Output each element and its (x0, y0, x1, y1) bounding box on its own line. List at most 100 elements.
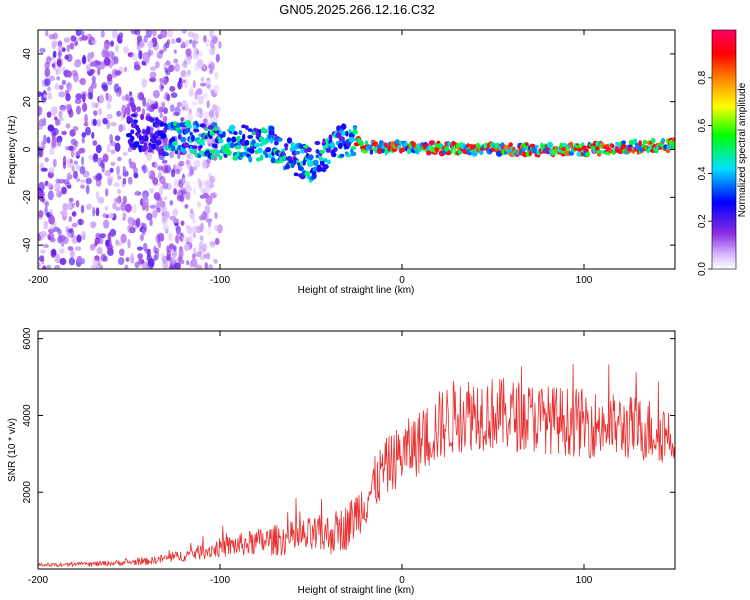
colorbar-tick-label: 0.2 (697, 214, 708, 228)
spectrogram-noise-blob (106, 102, 112, 110)
spectrogram-noise-blob (209, 30, 214, 39)
spectrogram-noise-blob (44, 157, 49, 163)
spectrogram-noise-blob (54, 265, 61, 269)
spectrogram-noise-blob (195, 111, 200, 117)
spectrogram-noise-blob (181, 41, 186, 48)
spectrogram-noise-blob (73, 61, 81, 68)
colorbar-gradient (712, 30, 736, 269)
spectrogram-noise-blob (136, 106, 141, 112)
spectrogram-ridge-blob (286, 137, 293, 144)
spectrogram-noise-blob (157, 165, 164, 171)
spectrogram-noise-blob (70, 148, 75, 158)
spectrogram-ridge-blob (350, 151, 357, 157)
spectrogram-noise-blob (113, 56, 119, 65)
spectrogram-noise-blob (45, 56, 52, 65)
spectrogram-noise-blob (65, 225, 69, 233)
spectrogram-noise-blob (81, 156, 85, 166)
spectrogram-ridge-blob (159, 122, 164, 127)
spectrogram-noise-blob (100, 30, 105, 38)
spectrogram-ridge-blob (172, 141, 178, 146)
spectrogram-noise-blob (127, 216, 134, 225)
spectrogram-noise-blob (85, 184, 90, 195)
spectrogram-noise-blob (82, 170, 90, 178)
spectrogram-noise-blob (69, 158, 73, 164)
snr-ylabel: SNR (10 * v/v) (7, 418, 18, 482)
spectrogram-noise-blob (121, 95, 126, 101)
spectrogram-noise-blob (68, 216, 73, 222)
spectrogram-ridge-blob (238, 130, 243, 136)
spectrogram-noise-blob (195, 264, 203, 269)
spectrogram-noise-blob (161, 211, 165, 217)
spectrogram-noise-blob (151, 103, 158, 110)
spectrogram-noise-blob (81, 230, 87, 240)
spectrogram-noise-blob (136, 35, 143, 43)
spectrogram-noise-blob (117, 36, 123, 44)
spectrogram-noise-blob (51, 249, 57, 256)
spectrogram-ridge-blob (213, 143, 218, 149)
colorbar-label: Normalized spectral amplitude (737, 82, 748, 217)
spectrogram-noise-blob (91, 132, 95, 139)
spectrogram-noise-blob (129, 97, 135, 106)
spectrogram-noise-blob (132, 203, 137, 214)
spectrogram-noise-blob (127, 146, 132, 153)
spectrogram-noise-blob (56, 57, 63, 68)
spectrogram-noise-blob (76, 234, 82, 243)
spectrogram-noise-blob (48, 33, 55, 40)
spectrogram-noise-blob (107, 175, 114, 184)
spectrogram-ridge-blob (340, 123, 347, 130)
spectrogram-ridge-blob (444, 146, 450, 153)
spectrogram-ridge-blob (259, 154, 264, 161)
spectrogram-noise-blob (73, 160, 78, 166)
spectrogram-noise-blob (198, 179, 202, 190)
spectrogram-ridge-blob (308, 160, 314, 167)
spectrogram-noise-blob (103, 57, 111, 66)
spectrogram-noise-blob (205, 218, 213, 223)
spectrogram-noise-blob (57, 44, 64, 52)
spectrogram-ridge-blob (174, 150, 179, 155)
spectrogram-noise-blob (90, 81, 97, 89)
spectrogram-noise-blob (96, 246, 103, 255)
spectrogram-noise-blob (46, 264, 52, 269)
spectrogram-noise-blob (169, 85, 176, 92)
spectrogram-noise-blob (54, 116, 58, 121)
spectrogram-noise-blob (155, 234, 161, 244)
spectrogram-noise-blob (112, 202, 117, 210)
spectrogram-noise-blob (136, 92, 143, 101)
spectrogram-noise-blob (212, 37, 218, 45)
spectrogram-ridge-blob (560, 152, 566, 157)
spectrogram-ridge-blob (315, 154, 320, 159)
spectrogram-noise-blob (173, 178, 180, 188)
spectrogram-noise-blob (152, 177, 159, 185)
spectrogram-noise-blob (109, 133, 113, 144)
spectrogram-noise-blob (196, 201, 202, 208)
spectrogram-noise-blob (168, 243, 175, 250)
spectrogram-ridge-blob (151, 143, 156, 150)
spectrogram-ridge-blob (270, 157, 276, 164)
spectrogram-noise-blob (201, 211, 208, 221)
spectrogram-noise-blob (180, 187, 188, 195)
spectrogram-noise-blob (68, 145, 74, 151)
spectrogram-noise-blob (188, 235, 193, 245)
spectrogram-noise-blob (205, 38, 210, 47)
spectrogram-noise-blob (91, 101, 96, 109)
spectrogram-noise-blob (66, 158, 74, 168)
spectrogram-ridge-blob (298, 166, 304, 172)
spectrogram-noise-blob (168, 64, 175, 73)
spectrogram-noise-blob (92, 175, 98, 180)
spectrogram-noise-blob (131, 52, 138, 61)
spectrogram-noise-blob (200, 187, 206, 194)
spectrogram-noise-blob (196, 88, 203, 96)
spectrogram-noise-blob (44, 201, 50, 208)
spectrogram-noise-blob (185, 57, 191, 65)
spectrogram-ridge-blob (154, 123, 159, 128)
spectrogram-noise-blob (181, 235, 188, 244)
spectrogram-noise-blob (141, 78, 148, 88)
spectrogram-noise-blob (189, 165, 195, 175)
spectrogram-xtick-label: 0 (399, 275, 405, 286)
spectrogram-ridge-blob (302, 144, 309, 149)
spectrogram-noise-blob (157, 232, 165, 242)
spectrogram-noise-blob (194, 90, 198, 100)
spectrogram-noise-blob (38, 91, 42, 97)
spectrogram-noise-blob (75, 30, 82, 37)
